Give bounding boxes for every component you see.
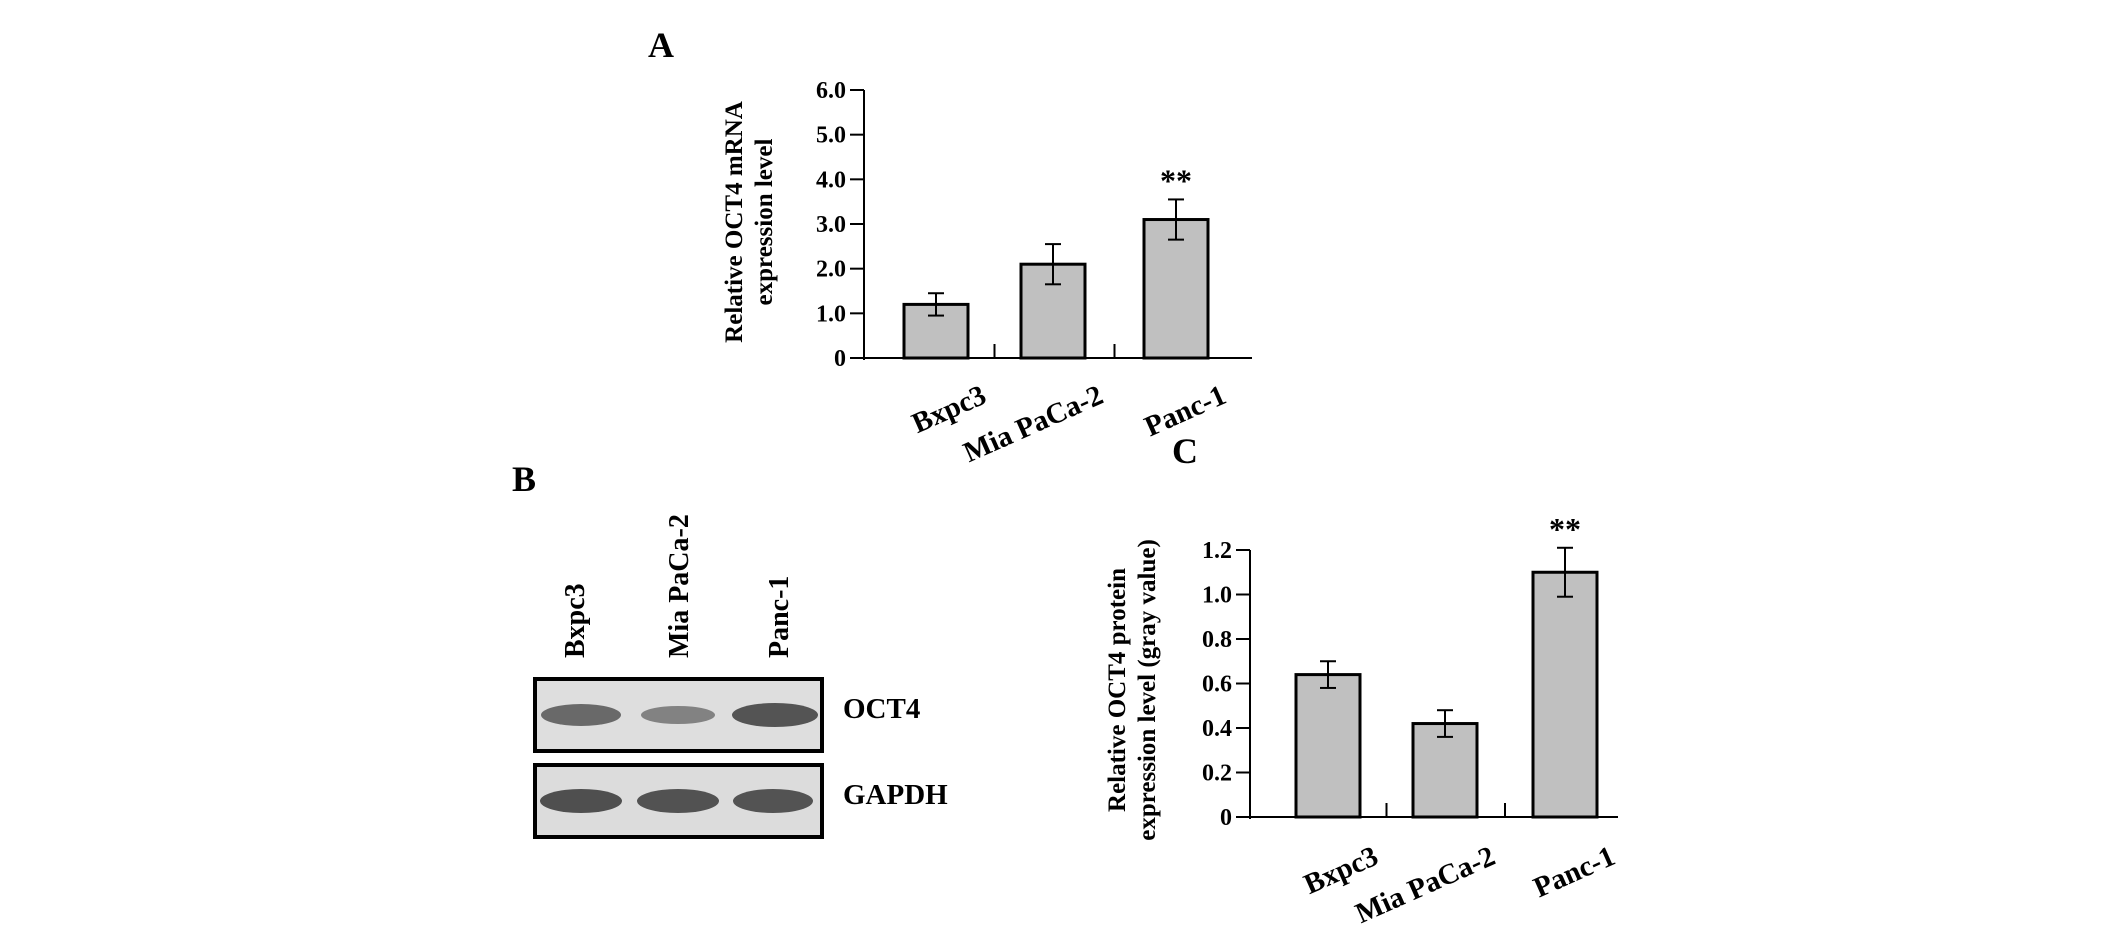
x-category-label: Panc-1 bbox=[1529, 840, 1620, 904]
y-axis-title-line: Relative OCT4 protein bbox=[1104, 568, 1131, 812]
blot-band bbox=[732, 703, 818, 727]
blot-lane-label: Panc-1 bbox=[764, 576, 795, 658]
western-blot: Bxpc3 Mia PaCa-2 Panc-1 OCT4 GAPDH bbox=[533, 514, 948, 839]
y-axis-title-line: expression level (gray value) bbox=[1134, 539, 1161, 841]
significance-marker: ** bbox=[1160, 162, 1192, 198]
blot-band bbox=[637, 789, 719, 813]
y-tick-label: 0.6 bbox=[1202, 672, 1232, 698]
blot-band bbox=[641, 706, 715, 724]
blot-band bbox=[540, 789, 622, 813]
chart-a-mrna: 0 1.0 2.0 3.0 4.0 5.0 6.0 Relative OCT4 mRNA exp… bbox=[721, 78, 1252, 469]
y-tick-label: 0.8 bbox=[1202, 627, 1232, 653]
y-tick-label: 4.0 bbox=[816, 167, 846, 193]
y-axis-title-line: Relative OCT4 mRNA bbox=[721, 101, 748, 343]
blot-strip-oct4 bbox=[533, 677, 824, 753]
y-tick-label: 0.4 bbox=[1202, 716, 1232, 742]
y-axis-title: Relative OCT4 mRNA expression level bbox=[721, 101, 778, 343]
y-axis-title: Relative OCT4 protein expression level (g… bbox=[1104, 539, 1161, 841]
y-tick-label: 1.0 bbox=[816, 301, 846, 327]
panel-letter-b: B bbox=[512, 459, 536, 499]
blot-strip-gapdh bbox=[533, 763, 824, 839]
y-axis-title-line: expression level bbox=[751, 139, 778, 306]
y-tick-label: 0.2 bbox=[1202, 761, 1232, 787]
y-tick-label: 1.0 bbox=[1202, 583, 1232, 609]
y-tick-label: 1.2 bbox=[1202, 538, 1232, 564]
blot-label-oct4: OCT4 bbox=[843, 693, 920, 725]
y-tick-label: 0 bbox=[834, 346, 846, 372]
y-tick-label: 6.0 bbox=[816, 78, 846, 104]
bar bbox=[1531, 570, 1599, 819]
blot-lane-label: Mia PaCa-2 bbox=[664, 514, 695, 658]
blot-label-gapdh: GAPDH bbox=[843, 779, 948, 811]
panel-letter-c: C bbox=[1172, 431, 1198, 471]
bar bbox=[1294, 673, 1362, 819]
y-tick-label: 0 bbox=[1220, 805, 1232, 831]
chart-c-protein: 0 0.2 0.4 0.6 0.8 1.0 1.2 Relative OCT4 protein… bbox=[1104, 511, 1620, 930]
y-tick-label: 2.0 bbox=[816, 257, 846, 283]
y-tick-label: 3.0 bbox=[816, 212, 846, 238]
y-tick-label: 5.0 bbox=[816, 123, 846, 149]
blot-band bbox=[733, 789, 813, 813]
significance-marker: ** bbox=[1549, 511, 1581, 547]
blot-lane-label: Bxpc3 bbox=[560, 583, 591, 658]
panel-letter-a: A bbox=[648, 25, 674, 65]
blot-band bbox=[541, 704, 621, 726]
bar bbox=[1411, 722, 1479, 819]
